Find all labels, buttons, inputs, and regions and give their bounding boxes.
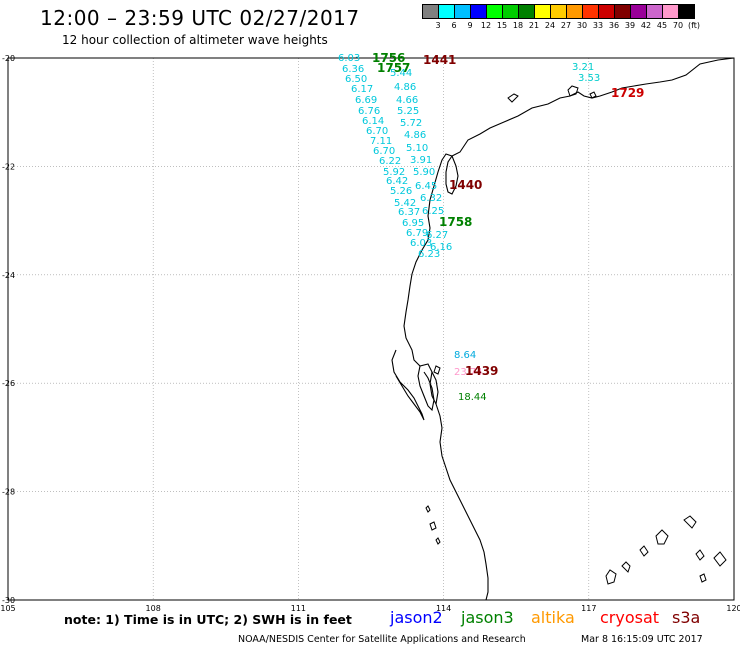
scale-label: 30 bbox=[576, 21, 588, 30]
pass-time-label: 1441 bbox=[423, 53, 456, 67]
satellite-legend-jason3: jason3 bbox=[461, 608, 514, 627]
scale-label: 27 bbox=[560, 21, 572, 30]
wave-height-value: 6.95 bbox=[402, 218, 424, 229]
wave-height-value: 6.22 bbox=[379, 156, 401, 167]
units-note: note: 1) Time is in UTC; 2) SWH is in fe… bbox=[64, 612, 352, 627]
wave-height-value: 6.25 bbox=[422, 206, 444, 217]
scale-label: 36 bbox=[608, 21, 620, 30]
wave-height-value: 5.44 bbox=[390, 68, 412, 79]
satellite-legend-jason2: jason2 bbox=[390, 608, 443, 627]
wave-height-value: 6.69 bbox=[355, 95, 377, 106]
longitude-tick-label: 114 bbox=[436, 604, 451, 613]
longitude-tick-label: 105 bbox=[0, 604, 15, 613]
wave-height-value: 6.70 bbox=[373, 146, 395, 157]
satellite-legend-s3a: s3a bbox=[672, 608, 701, 627]
scale-label: 18 bbox=[512, 21, 524, 30]
scale-label: 12 bbox=[480, 21, 492, 30]
wave-height-value: 6.45 bbox=[415, 181, 437, 192]
wave-height-value: 6.42 bbox=[386, 176, 408, 187]
wave-height-value: 5.42 bbox=[394, 198, 416, 209]
scale-label: 33 bbox=[592, 21, 604, 30]
satellite-legend-altika: altika bbox=[531, 608, 575, 627]
scale-label: 3 bbox=[435, 21, 441, 30]
longitude-tick-label: 120 bbox=[726, 604, 740, 613]
latitude-tick-label: -28 bbox=[2, 488, 15, 497]
wave-height-value: 6.32 bbox=[420, 193, 442, 204]
wave-height-value: 6.37 bbox=[398, 207, 420, 218]
color-scale-labels: 3 6 9 12 15 18 21 24 27 30 33 36 39 42 45 70 (ft) bbox=[422, 21, 710, 30]
footer-timestamp: Mar 8 16:15:09 UTC 2017 bbox=[581, 634, 703, 645]
pass-time-label: 1758 bbox=[439, 215, 472, 229]
islands bbox=[425, 85, 727, 585]
wave-height-value: 4.86 bbox=[404, 130, 426, 141]
scale-label: 42 bbox=[640, 21, 652, 30]
wave-height-value: 6.70 bbox=[366, 126, 388, 137]
scale-swatch bbox=[678, 4, 695, 19]
scale-label: 21 bbox=[528, 21, 540, 30]
wave-height-value: 3.91 bbox=[410, 155, 432, 166]
color-scale-swatches bbox=[422, 4, 710, 19]
wave-height-value: 4.86 bbox=[394, 82, 416, 93]
longitude-tick-label: 117 bbox=[581, 604, 596, 613]
wave-height-value: 6.36 bbox=[342, 64, 364, 75]
map-grid: 105 108 111 114 117 120-20-22-24-26-28-30 bbox=[0, 54, 740, 613]
pass-time-label: 1729 bbox=[611, 86, 644, 100]
wave-height-value: 7.11 bbox=[370, 136, 392, 147]
wave-height-labels: 6.036.36 5.446.504.866.174.666.695.256.76… bbox=[338, 51, 644, 403]
latitude-tick-label: -26 bbox=[2, 379, 15, 388]
scale-label: 45 bbox=[656, 21, 668, 30]
wave-height-value: 6.03 bbox=[338, 53, 360, 64]
scale-label: 24 bbox=[544, 21, 556, 30]
wave-height-value: 18.44 bbox=[458, 392, 487, 403]
wave-height-value: 4.66 bbox=[396, 95, 418, 106]
pass-time-label: 1439 bbox=[465, 364, 498, 378]
wave-height-value: 6.76 bbox=[358, 106, 380, 117]
wave-height-value: 6.23 bbox=[418, 249, 440, 260]
pass-time-label: 1756 bbox=[372, 51, 405, 65]
wave-height-value: 6.27 bbox=[426, 230, 448, 241]
map-subtitle: 12 hour collection of altimeter wave hei… bbox=[62, 33, 328, 47]
wave-height-value: 6.03 bbox=[410, 238, 432, 249]
footer-credit: NOAA/NESDIS Center for Satellite Applica… bbox=[238, 634, 526, 645]
scale-label: 39 bbox=[624, 21, 636, 30]
wave-height-value: 5.26 bbox=[390, 186, 412, 197]
wave-height-value: 5.25 bbox=[397, 106, 419, 117]
wave-height-value: 3.21 bbox=[572, 62, 594, 73]
wave-height-value: 5.92 bbox=[383, 167, 405, 178]
wave-height-color-scale: 3 6 9 12 15 18 21 24 27 30 33 36 39 42 45 70 (ft) bbox=[422, 4, 710, 30]
satellite-legend-cryosat: cryosat bbox=[600, 608, 660, 627]
wave-height-value: 6.16 bbox=[430, 242, 452, 253]
wave-height-value: 6.17 bbox=[351, 84, 373, 95]
scale-label: 70 bbox=[672, 21, 684, 30]
pass-time-label: 1440 bbox=[449, 178, 482, 192]
scale-label: 6 bbox=[451, 21, 457, 30]
latitude-tick-label: -22 bbox=[2, 162, 15, 171]
scale-label: 9 bbox=[467, 21, 473, 30]
wave-height-value: 5.10 bbox=[406, 143, 428, 154]
wave-height-value: 5.90 bbox=[413, 167, 435, 178]
scale-unit: (ft) bbox=[688, 21, 701, 30]
pass-time-label: 1757 bbox=[377, 61, 410, 75]
wave-height-value: 6.14 bbox=[362, 116, 384, 127]
longitude-tick-label: 111 bbox=[291, 604, 306, 613]
wave-height-value: 3.53 bbox=[578, 73, 600, 84]
wave-height-value: 6.79 bbox=[406, 228, 428, 239]
wave-height-value: 8.64 bbox=[454, 350, 476, 361]
wave-height-value: 6.50 bbox=[345, 74, 367, 85]
latitude-tick-label: -24 bbox=[2, 271, 15, 280]
wave-height-value: 5.72 bbox=[400, 118, 422, 129]
wave-height-value: 23.74 bbox=[454, 367, 483, 378]
map-frame bbox=[7, 57, 735, 601]
coastline bbox=[391, 57, 735, 601]
map-title: 12:00 – 23:59 UTC 02/27/2017 bbox=[40, 6, 360, 30]
scale-label: 15 bbox=[496, 21, 508, 30]
longitude-tick-label: 108 bbox=[146, 604, 161, 613]
